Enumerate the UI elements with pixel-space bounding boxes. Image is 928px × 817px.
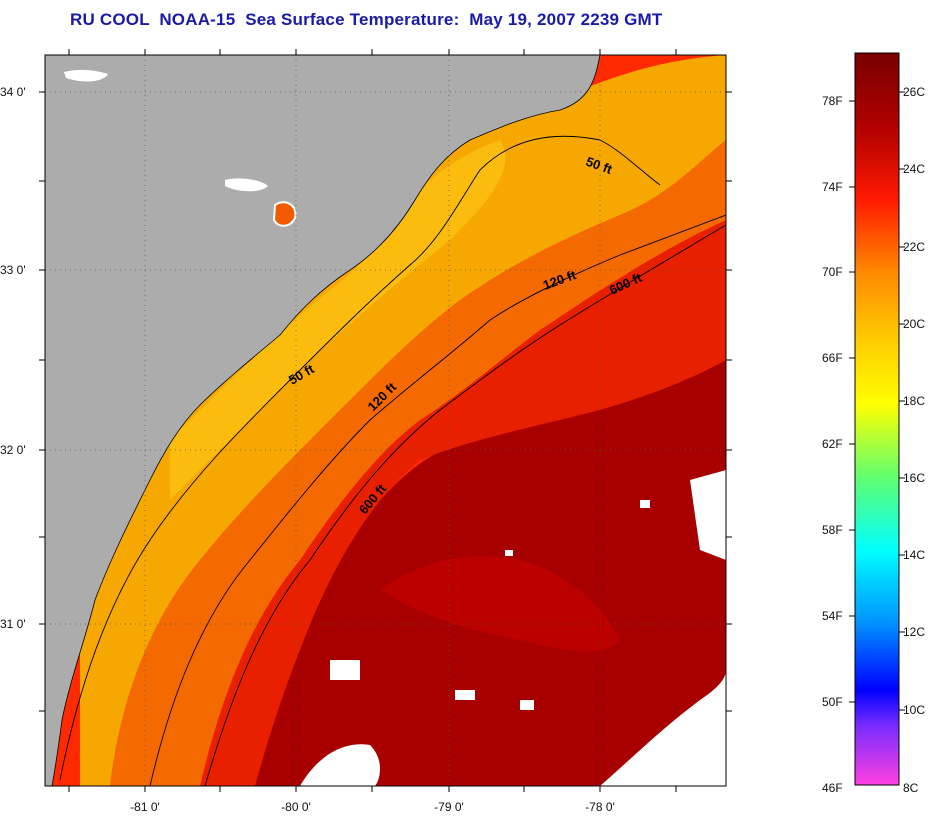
lon-label: -78 0' xyxy=(585,800,615,814)
contour-600ft xyxy=(204,224,726,786)
colorbar-f-label: 62F xyxy=(822,437,843,451)
lat-label: 31 0' xyxy=(0,617,26,631)
colorbar-f-label: 66F xyxy=(822,351,843,365)
nearshore-light xyxy=(170,140,506,500)
colorbar-c-label: 10C xyxy=(903,703,925,717)
contour-120ft xyxy=(149,214,726,786)
cloud-patch-east xyxy=(690,470,726,560)
colorbar-ticks xyxy=(849,91,905,711)
cloud-patch-south xyxy=(300,744,380,786)
inland-lake xyxy=(225,178,268,192)
colorbar-c-label: 24C xyxy=(903,162,925,176)
cloud-speck xyxy=(455,690,475,700)
sst-imagery: 50 ft 120 ft 600 ft 50 ft 120 ft 600 ft xyxy=(45,55,726,786)
colorbar-c-label: 8C xyxy=(903,781,919,795)
colorbar-f-label: 74F xyxy=(822,180,843,194)
orange-band xyxy=(110,140,726,786)
cloud-patch-southeast xyxy=(600,670,726,786)
lat-label: 33 0' xyxy=(0,263,26,277)
colorbar-f-label: 70F xyxy=(822,265,843,279)
colorbar-c-label: 20C xyxy=(903,317,925,331)
colorbar-f-label: 46F xyxy=(822,781,843,795)
cloud-speck xyxy=(505,550,513,556)
colorbar-c-label: 16C xyxy=(903,471,925,485)
colorbar-c-label: 26C xyxy=(903,85,925,99)
inland-lake xyxy=(64,69,108,82)
colorbar xyxy=(854,52,900,786)
colorbar-f-label: 78F xyxy=(822,94,843,108)
nearshore-band xyxy=(80,55,726,786)
lon-label: -79 0' xyxy=(434,800,464,814)
cloud-speck xyxy=(520,700,534,710)
colorbar-f-label: 58F xyxy=(822,523,843,537)
map-frame xyxy=(44,54,727,787)
warm-dark-blob xyxy=(380,556,620,652)
cloud-speck xyxy=(640,500,650,508)
colorbar-c-label: 14C xyxy=(903,548,925,562)
lon-label: -81 0' xyxy=(130,800,160,814)
map-ticks xyxy=(39,49,732,792)
land-mass xyxy=(45,55,601,786)
lon-label: -80 0' xyxy=(281,800,311,814)
cloud-speck xyxy=(330,660,360,680)
inland-lake xyxy=(272,201,297,227)
colorbar-c-label: 18C xyxy=(903,394,925,408)
colorbar-f-label: 50F xyxy=(822,695,843,709)
map-title: RU COOL NOAA-15 Sea Surface Temperature:… xyxy=(70,10,663,29)
lat-label: 34 0' xyxy=(0,85,26,99)
colorbar-c-label: 22C xyxy=(903,240,925,254)
red-band xyxy=(200,220,726,786)
lat-label: 32 0' xyxy=(0,443,26,457)
colorbar-f-label: 54F xyxy=(822,609,843,623)
graticule xyxy=(45,55,726,786)
colorbar-c-label: 12C xyxy=(903,625,925,639)
contour-50ft xyxy=(59,135,661,781)
